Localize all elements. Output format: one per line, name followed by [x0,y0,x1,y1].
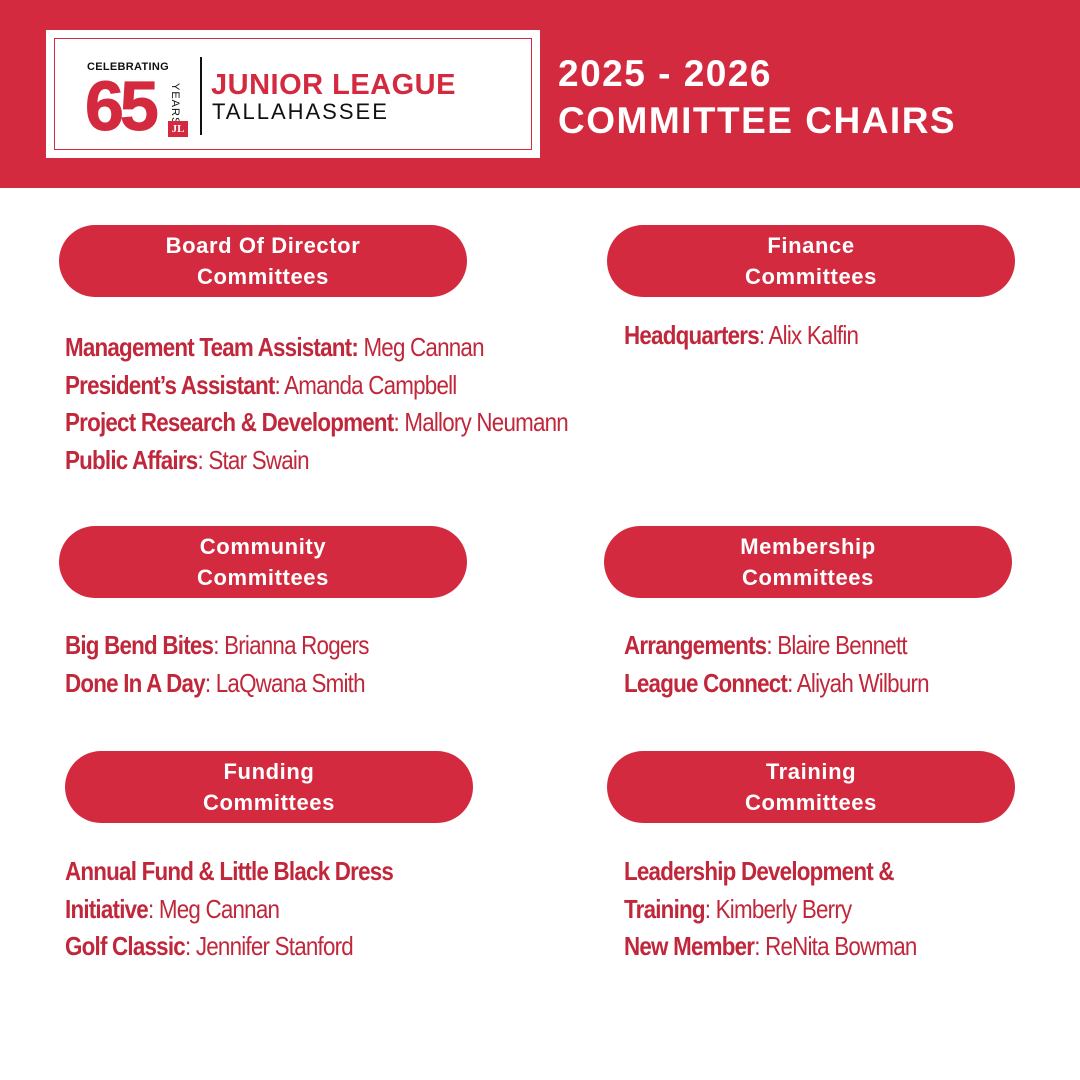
list-item: Management Team Assistant: Meg Cannan [65,329,568,367]
logo-frame: CELEBRATING 65 YEARS JL JUNIOR LEAGUE TA… [54,38,532,150]
chair-name: Jennifer Stanford [195,931,354,961]
list-item: New Member: ReNita Bowman [624,928,917,966]
separator: : [197,444,209,475]
section-title-line1: Funding [223,759,315,784]
committee-role: Project Research & Development [65,407,394,437]
chair-name: Kimberly Berry [715,893,853,924]
separator: : [147,893,159,924]
page-title: 2025 - 2026 COMMITTEE CHAIRS [558,50,956,144]
list-item: League Connect: Aliyah Wilburn [624,665,930,703]
chair-name: Aliyah Wilburn [796,667,930,698]
section-title-line1: Community [199,534,327,559]
section-title-line1: Finance [767,233,855,258]
committee-role: Arrangements [624,630,767,660]
section-pill-membership: Membership Committees [604,526,1012,598]
separator: : [184,931,196,961]
committee-role: Public Affairs [65,444,198,475]
chair-name: ReNita Bowman [765,931,917,961]
list-item: Annual Fund & Little Black Dress [65,853,394,891]
committee-role: President’s Assistant [65,369,275,400]
chair-name: LaQwana Smith [215,667,366,698]
section-pill-training: Training Committees [607,751,1015,823]
chair-name: Mallory Neumann [404,407,568,437]
separator: : [204,667,216,698]
chair-name: Blaire Bennett [777,630,907,660]
section-title-line1: Training [765,759,857,784]
membership-committee-list: Arrangements: Blaire Bennett League Conn… [624,627,930,703]
committee-role: Leadership Development & [624,856,894,886]
separator: : [213,630,225,660]
section-pill-community: Community Committees [59,526,467,598]
logo-city-name: TALLAHASSEE [212,99,389,124]
list-item: Leadership Development & [624,853,917,891]
list-item: Initiative: Meg Cannan [65,891,393,929]
chair-name: Meg Cannan [158,893,280,924]
list-item: Big Bend Bites: Brianna Rogers [65,627,369,665]
list-item: Arrangements: Blaire Bennett [624,627,929,665]
section-pill-board: Board Of Director Committees [59,225,467,297]
committee-role: Done In A Day [65,667,206,698]
board-committee-list: Management Team Assistant: Meg Cannan Pr… [65,329,569,480]
separator: : [758,320,769,350]
section-title-line2: Committees [203,790,335,815]
separator: : [704,893,716,924]
separator: : [393,407,405,437]
section-title-line2: Committees [745,264,877,289]
list-item: Project Research & Development: Mallory … [65,404,569,442]
training-committee-list: Leadership Development & Training: Kimbe… [624,853,917,966]
header-banner: CELEBRATING 65 YEARS JL JUNIOR LEAGUE TA… [0,0,1080,188]
committee-role: Annual Fund & Little Black Dress [65,856,394,886]
chair-name: Meg Cannan [363,332,484,362]
list-item: Golf Classic: Jennifer Stanford [65,928,393,966]
logo-org-name: JUNIOR LEAGUE [211,69,456,101]
section-title-line2: Committees [197,264,329,289]
committee-role: Headquarters [624,320,760,350]
committee-role: New Member [624,931,755,961]
section-title-line1: Membership [740,534,876,559]
funding-committee-list: Annual Fund & Little Black Dress Initiat… [65,853,394,966]
section-pill-funding: Funding Committees [65,751,473,823]
chair-name: Alix Kalfin [768,320,859,350]
junior-league-logo: CELEBRATING 65 YEARS JL JUNIOR LEAGUE TA… [46,30,540,158]
committee-role: Initiative [65,893,149,924]
separator: : [754,931,766,961]
list-item: Training: Kimberly Berry [624,891,917,929]
separator: : [274,369,285,400]
chair-name: Brianna Rogers [224,630,369,660]
jl-monogram-icon: JL [168,121,188,137]
list-item: Done In A Day: LaQwana Smith [65,665,369,703]
separator: : [766,630,778,660]
section-pill-finance: Finance Committees [607,225,1015,297]
list-item: President’s Assistant: Amanda Campbell [65,367,568,405]
section-title-line2: Committees [742,565,874,590]
committee-role: League Connect [624,667,788,698]
committee-role: Big Bend Bites [65,630,214,660]
logo-celebrating-text: CELEBRATING [87,61,169,73]
community-committee-list: Big Bend Bites: Brianna Rogers Done In A… [65,627,369,702]
logo-years-text: YEARS [169,83,181,126]
committee-role: Management Team Assistant: [65,332,359,362]
logo-65-number: 65 [85,67,160,145]
committee-role: Training [624,893,706,924]
finance-committee-list: Headquarters: Alix Kalfin [624,317,859,355]
separator: : [787,667,797,698]
section-title-line2: Committees [197,565,329,590]
chair-name: Star Swain [208,444,309,475]
page-title-years: 2025 - 2026 [558,53,773,94]
list-item: Public Affairs: Star Swain [65,442,568,480]
logo-divider [200,57,202,135]
section-title-line2: Committees [745,790,877,815]
page-title-subtitle: COMMITTEE CHAIRS [558,100,957,141]
committee-role: Golf Classic [65,931,186,961]
list-item: Headquarters: Alix Kalfin [624,317,859,355]
chair-name: Amanda Campbell [284,369,457,400]
section-title-line1: Board Of Director [165,233,361,258]
